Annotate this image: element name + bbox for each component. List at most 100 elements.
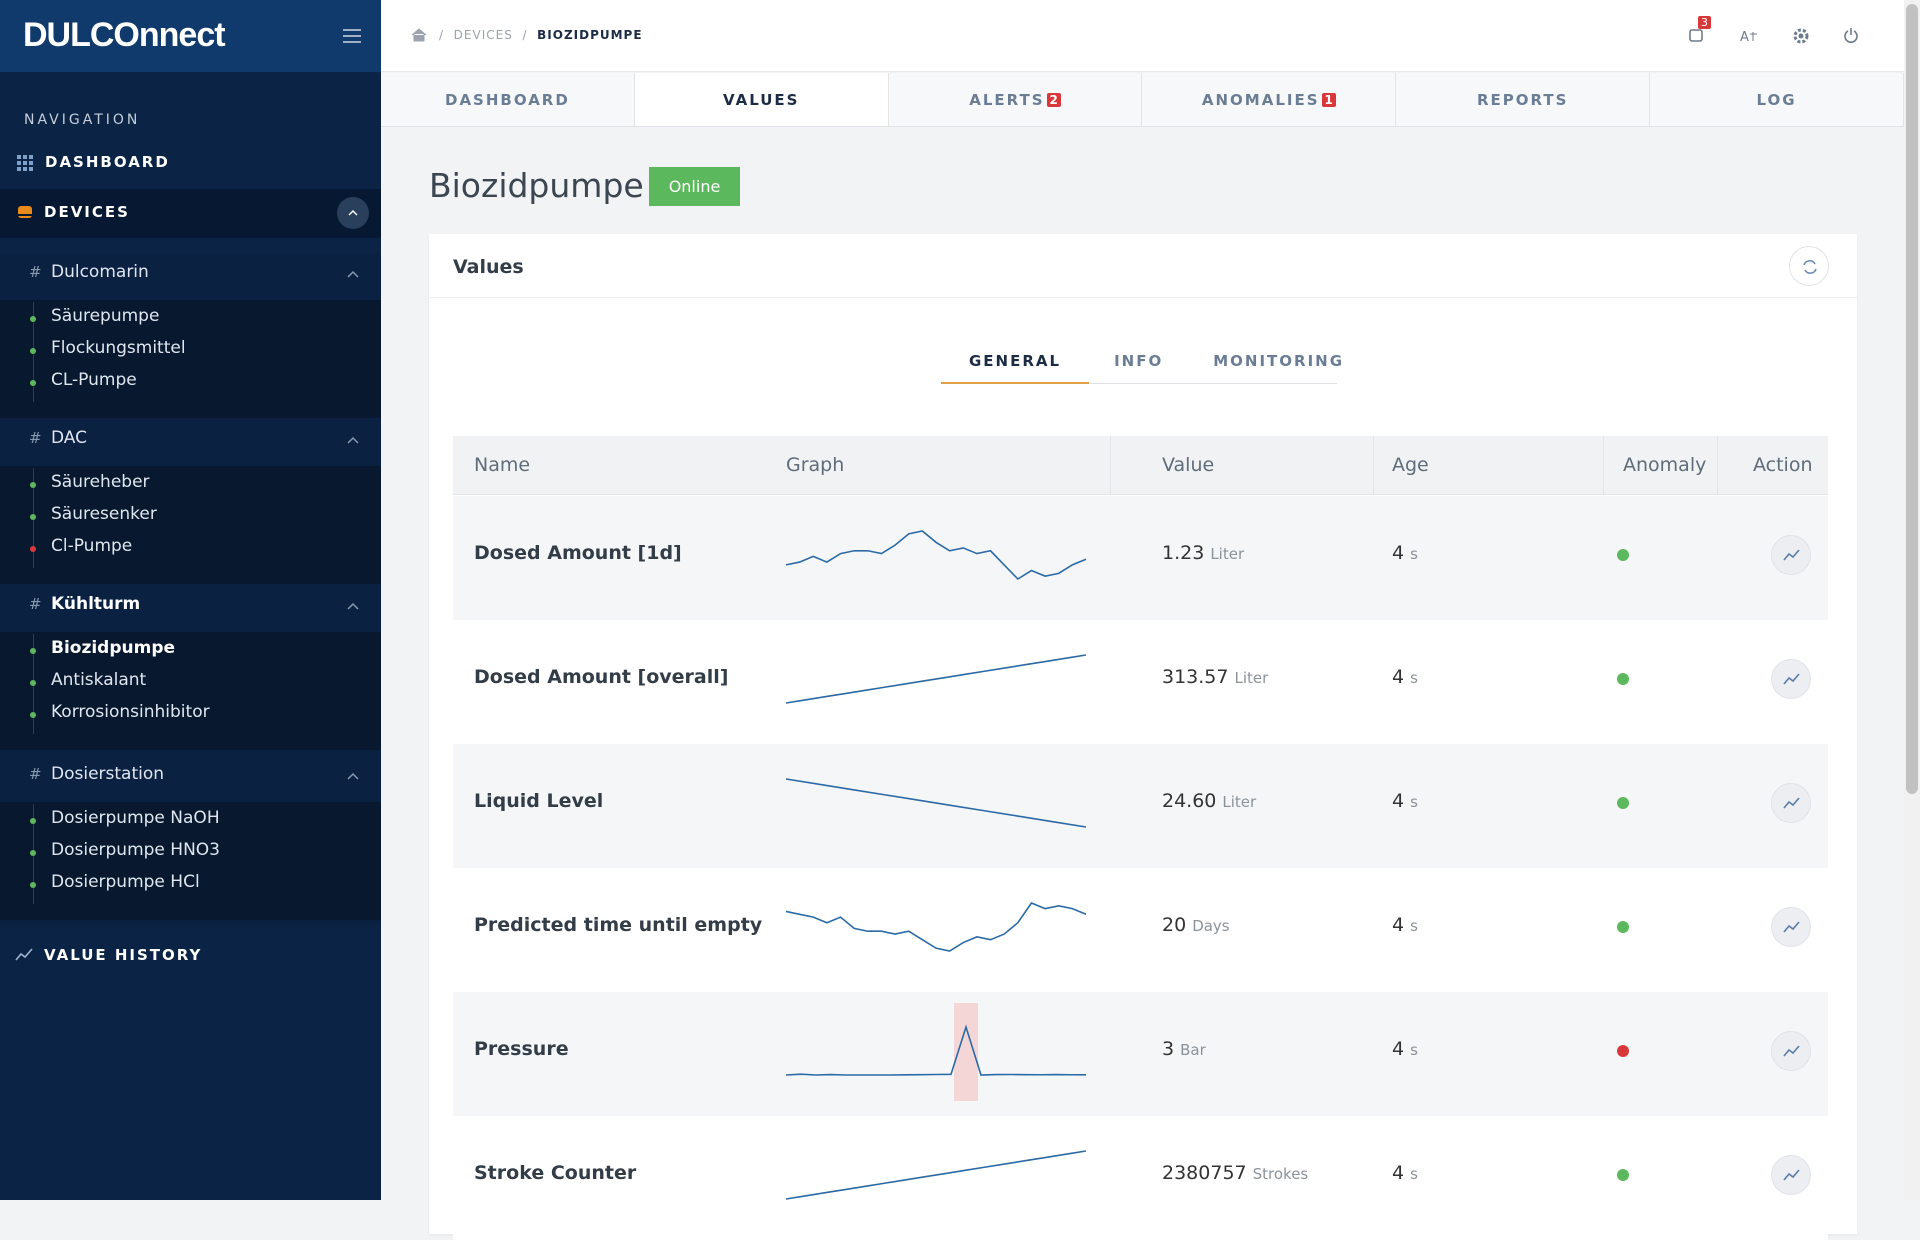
group-name[interactable]: DAC (51, 428, 87, 448)
device-link[interactable]: Flockungsmittel (51, 338, 186, 358)
power-icon[interactable] (1843, 27, 1859, 43)
value: 3 (1162, 1038, 1175, 1060)
device-link[interactable]: Dosierpumpe HNO3 (51, 840, 220, 860)
settings-icon[interactable] (1792, 27, 1810, 45)
device-link[interactable]: Korrosionsinhibitor (51, 702, 210, 722)
tab[interactable]: REPORTS (1396, 73, 1651, 126)
nav-value-history[interactable]: VALUE HISTORY (44, 946, 203, 964)
device-link[interactable]: Dosierpumpe HCl (51, 872, 200, 892)
group-chevron[interactable] (347, 602, 359, 610)
device-link[interactable]: Säureheber (51, 472, 150, 492)
collapse-button[interactable] (337, 197, 369, 229)
status-dot (30, 850, 36, 856)
age: 4 (1392, 542, 1405, 564)
table-row (453, 620, 1828, 744)
sparkline-line (785, 902, 1087, 952)
device-link[interactable]: Biozidpumpe (51, 638, 176, 658)
row-name: Dosed Amount [1d] (474, 542, 682, 564)
value: 313.57 (1162, 666, 1229, 688)
column-separator (1373, 436, 1374, 495)
brand[interactable]: DULCOnnect (0, 0, 381, 72)
sidebar: DULCOnnect NAVIGATION DASHBOARD DEVICES … (0, 0, 381, 1200)
value: 20 (1162, 914, 1187, 936)
sparkline-line (785, 530, 1087, 581)
action-button[interactable] (1771, 907, 1811, 947)
age-unit: s (1410, 1165, 1418, 1183)
group-chevron[interactable] (347, 436, 359, 444)
sparkline-line (785, 654, 1087, 704)
subtab[interactable]: MONITORING (1213, 352, 1345, 370)
tab[interactable]: ANOMALIES 1 (1142, 73, 1397, 126)
tab-label: ALERTS (969, 90, 1045, 109)
language-icon[interactable]: A (1740, 28, 1758, 44)
action-button[interactable] (1771, 535, 1811, 575)
sparkline (785, 1003, 1087, 1101)
sparkline (785, 654, 1087, 704)
action-button[interactable] (1771, 659, 1811, 699)
value: 2380757 (1162, 1162, 1247, 1184)
group-chevron[interactable] (347, 772, 359, 780)
table-row (453, 744, 1828, 868)
action-button[interactable] (1771, 783, 1811, 823)
group-name[interactable]: Dosierstation (51, 764, 165, 784)
tab[interactable]: LOG (1650, 73, 1904, 126)
breadcrumb-current: BIOZIDPUMPE (537, 28, 643, 42)
tab[interactable]: VALUES (634, 73, 889, 126)
column-header: Action (1753, 454, 1813, 476)
status-dot (30, 680, 36, 686)
panel-title: Values (453, 256, 524, 278)
group-name[interactable]: Kühlturm (51, 594, 141, 614)
status-dot (30, 818, 36, 824)
table-row (453, 496, 1828, 620)
column-header: Name (474, 454, 531, 476)
action-button[interactable] (1771, 1031, 1811, 1071)
age: 4 (1392, 790, 1405, 812)
group-items-bg (0, 632, 381, 750)
age: 4 (1392, 666, 1405, 688)
chevron (347, 602, 359, 610)
age-unit: s (1410, 793, 1418, 811)
subtab[interactable]: INFO (1114, 352, 1164, 370)
row-value: 3 Bar (1162, 1038, 1206, 1060)
refresh-button[interactable] (1789, 246, 1829, 286)
unit: Strokes (1252, 1165, 1309, 1183)
scrollbar[interactable] (1904, 0, 1920, 1200)
age-unit: s (1410, 1041, 1418, 1059)
trend (1783, 673, 1800, 685)
device-link[interactable]: CL-Pumpe (51, 370, 137, 390)
tab[interactable]: DASHBOARD (381, 73, 635, 126)
device-link[interactable]: Antiskalant (51, 670, 147, 690)
unit: Bar (1180, 1041, 1206, 1059)
row-value: 313.57 Liter (1162, 666, 1268, 688)
row-value: 20 Days (1162, 914, 1230, 936)
breadcrumb-item[interactable]: DEVICES (453, 28, 513, 42)
notifications-icon[interactable] (1688, 28, 1704, 44)
action-icon (1783, 673, 1800, 685)
device-link[interactable]: Säuresenker (51, 504, 157, 524)
sparkline-line (785, 1150, 1087, 1200)
tab[interactable]: ALERTS 2 (889, 73, 1143, 126)
status-dot (30, 648, 36, 654)
subtab[interactable]: GENERAL (941, 346, 1090, 384)
nav-dashboard[interactable]: DASHBOARD (45, 153, 170, 171)
group-name[interactable]: Dulcomarin (51, 262, 149, 282)
unit: Liter (1234, 669, 1269, 687)
group-hash: # (29, 595, 42, 613)
menu-toggle[interactable] (343, 28, 361, 44)
device-link[interactable]: Säurepumpe (51, 306, 160, 326)
tab-bar: DASHBOARD VALUES ALERTS 2 ANOMALIES 1 REPORTS L… (381, 73, 1904, 127)
nav-devices[interactable]: DEVICES (44, 203, 130, 221)
device-link[interactable]: Cl-Pumpe (51, 536, 133, 556)
unit: Days (1192, 917, 1230, 935)
sparkline (785, 902, 1087, 952)
tab-label: LOG (1756, 90, 1797, 109)
status-dot (30, 316, 36, 322)
group-chevron[interactable] (347, 270, 359, 278)
action-button[interactable] (1771, 1155, 1811, 1195)
age: 4 (1392, 914, 1405, 936)
device-link[interactable]: Dosierpumpe NaOH (51, 808, 220, 828)
home-icon[interactable] (411, 28, 427, 42)
value: 1.23 (1162, 542, 1205, 564)
